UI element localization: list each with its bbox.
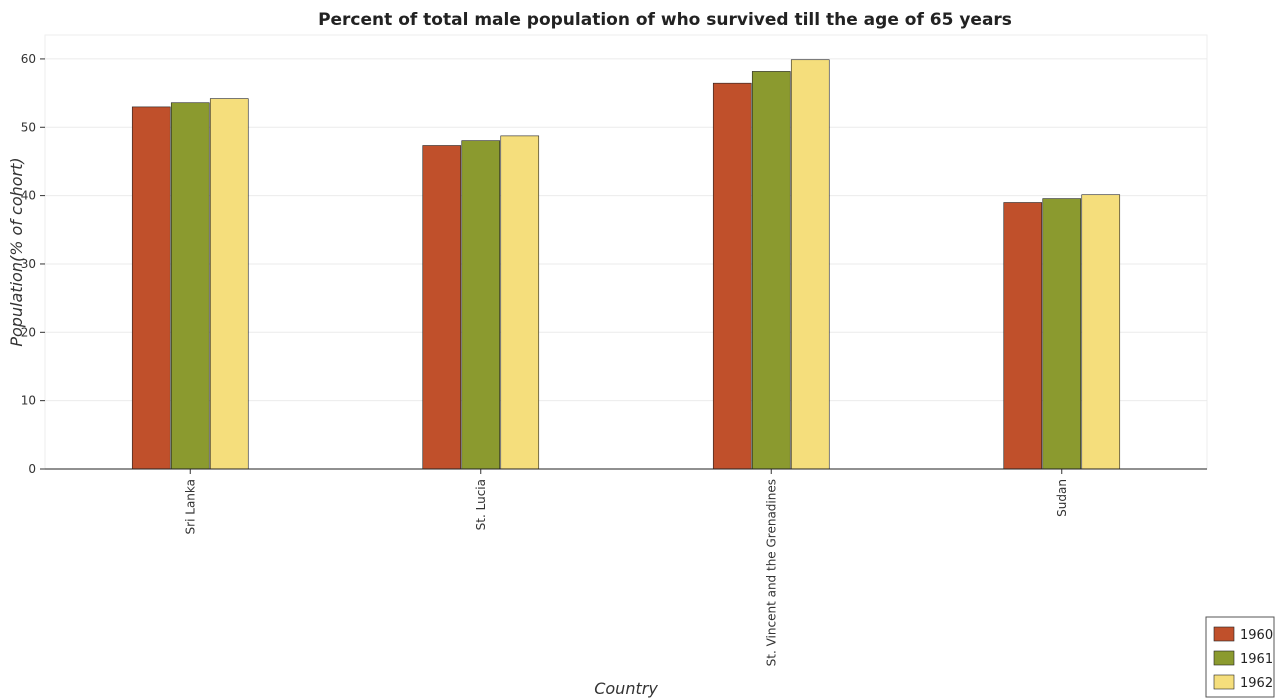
bar-1962 bbox=[209, 98, 249, 470]
bar-1961 bbox=[461, 140, 501, 470]
bar-1961 bbox=[1042, 198, 1082, 470]
y-tick-label: 60 bbox=[21, 52, 36, 66]
bar-1961 bbox=[751, 71, 791, 470]
bar-1961 bbox=[170, 102, 210, 470]
bar-1960 bbox=[422, 145, 462, 470]
bar-1962 bbox=[500, 135, 540, 470]
bar-1962 bbox=[1081, 194, 1121, 470]
bar-1960 bbox=[712, 82, 752, 470]
legend-swatch bbox=[1213, 674, 1235, 690]
x-tick-label: Sri Lanka bbox=[183, 479, 197, 534]
x-axis-ticks: Sri Lanka St. Lucia St. Vincent and the Gr… bbox=[183, 469, 1069, 666]
y-tick-label: 0 bbox=[28, 462, 36, 476]
y-tick-label: 10 bbox=[21, 394, 36, 408]
y-tick-label: 40 bbox=[21, 189, 36, 203]
chart-title: Percent of total male population of who … bbox=[318, 10, 1012, 30]
legend-swatch bbox=[1213, 626, 1235, 642]
y-tick-label: 30 bbox=[21, 257, 36, 271]
bar-1960 bbox=[1003, 202, 1043, 470]
x-tick-label: St. Vincent and the Grenadines bbox=[764, 479, 778, 666]
x-axis-label: Country bbox=[594, 679, 658, 698]
x-tick-label: Sudan bbox=[1055, 479, 1069, 517]
y-axis-ticks: 0 10 20 30 40 50 60 bbox=[21, 52, 45, 476]
legend-swatch bbox=[1213, 650, 1235, 666]
y-tick-label: 20 bbox=[21, 325, 36, 339]
y-axis-label: Population(% of cohort) bbox=[7, 157, 26, 346]
bars bbox=[131, 59, 1121, 470]
legend-label: 1960 bbox=[1240, 628, 1273, 643]
legend-label: 1961 bbox=[1240, 652, 1273, 667]
bar-1962 bbox=[790, 59, 830, 470]
legend-label: 1962 bbox=[1240, 676, 1273, 691]
legend: 1960 1961 1962 bbox=[1205, 616, 1275, 698]
bar-1960 bbox=[131, 106, 171, 470]
y-tick-label: 50 bbox=[21, 120, 36, 134]
x-tick-label: St. Lucia bbox=[474, 479, 488, 530]
